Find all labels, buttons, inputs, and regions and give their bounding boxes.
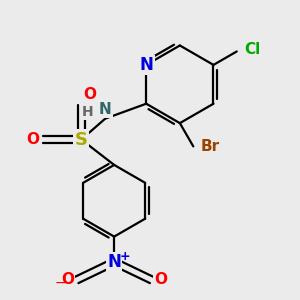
Text: O: O <box>83 87 96 102</box>
Text: Br: Br <box>201 139 220 154</box>
Text: N: N <box>107 253 121 271</box>
Text: +: + <box>119 250 130 262</box>
Text: O: O <box>26 132 40 147</box>
Text: −: − <box>55 276 66 290</box>
Text: O: O <box>154 272 167 287</box>
Text: H: H <box>82 105 93 119</box>
Text: S: S <box>75 130 88 148</box>
Text: O: O <box>61 272 74 287</box>
Text: N: N <box>99 102 112 117</box>
Text: N: N <box>139 56 153 74</box>
Text: Cl: Cl <box>244 43 260 58</box>
